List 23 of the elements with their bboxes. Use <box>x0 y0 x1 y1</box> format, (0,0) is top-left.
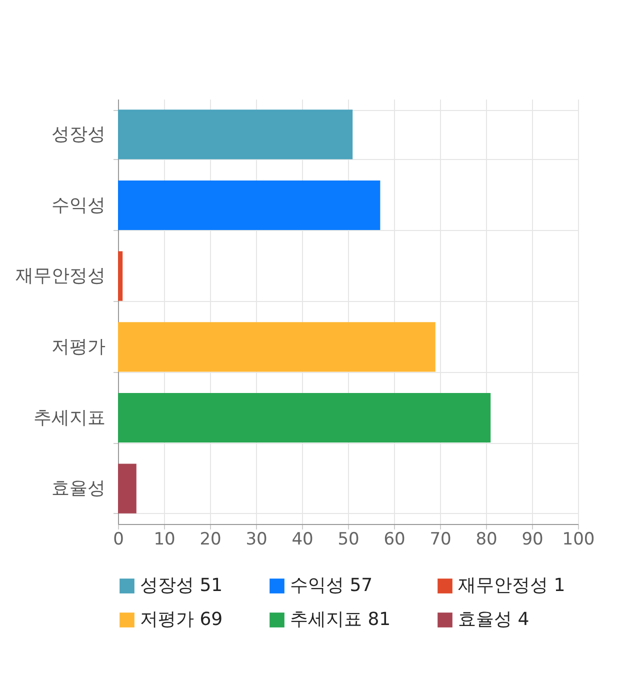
legend-label: 저평가 69 <box>140 609 223 630</box>
x-tick-label: 100 <box>562 530 595 550</box>
x-tick-label: 70 <box>430 530 452 550</box>
legend-label: 재무안정성 1 <box>458 575 566 596</box>
x-tick-label: 50 <box>338 530 360 550</box>
x-tick-label: 10 <box>154 530 176 550</box>
y-tick-label: 저평가 <box>52 336 106 358</box>
x-tick-label: 40 <box>292 530 314 550</box>
x-tick-label: 80 <box>476 530 498 550</box>
legend-label: 효율성 4 <box>458 609 530 630</box>
y-tick-label: 성장성 <box>52 124 106 145</box>
x-tick-label: 90 <box>522 530 544 550</box>
y-tick-label: 재무안정성 <box>16 266 106 287</box>
x-tick-label: 20 <box>200 530 222 550</box>
y-tick-label: 효율성 <box>52 478 106 500</box>
legend-label: 수익성 57 <box>290 575 373 596</box>
y-tick-label: 수익성 <box>52 194 106 216</box>
legend-label: 성장성 51 <box>140 575 223 596</box>
x-tick-label: 60 <box>384 530 406 550</box>
x-tick-label: 0 <box>113 530 124 550</box>
y-tick-label: 추세지표 <box>34 407 106 428</box>
legend-label: 추세지표 81 <box>290 609 391 630</box>
x-tick-label: 30 <box>246 530 268 550</box>
